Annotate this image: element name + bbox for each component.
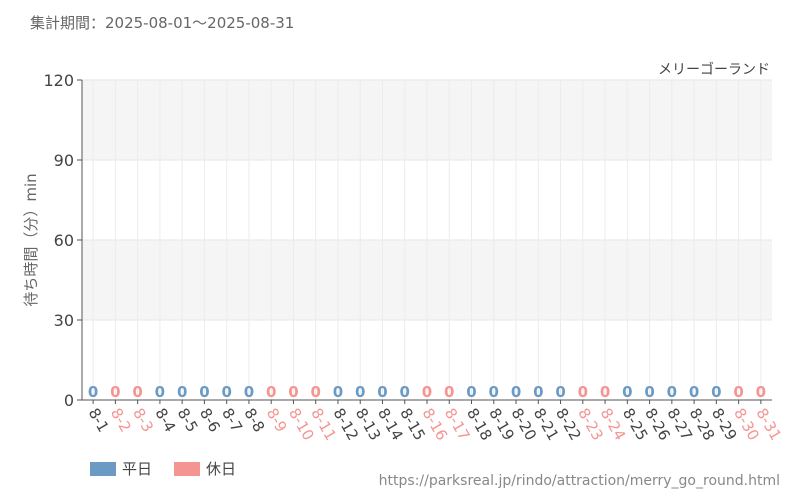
bar-value-label: 0 (333, 383, 343, 401)
bar-value-label: 0 (489, 383, 499, 401)
bar-value-label: 0 (444, 383, 454, 401)
legend-swatch-holiday (174, 461, 201, 476)
bar-value-label: 0 (756, 383, 766, 401)
bar-value-label: 0 (578, 383, 588, 401)
bar-value-label: 0 (221, 383, 231, 401)
bar-value-label: 0 (422, 383, 432, 401)
x-tick-label: 8-4 (151, 405, 179, 435)
y-tick-label: 120 (43, 71, 74, 90)
x-tick-label: 8-5 (174, 405, 202, 435)
bar-value-label: 0 (310, 383, 320, 401)
legend-label-weekday: 平日 (122, 460, 153, 478)
bar-value-label: 0 (155, 383, 165, 401)
bar-value-label: 0 (689, 383, 699, 401)
bar-value-label: 0 (400, 383, 410, 401)
bar-value-label: 0 (466, 383, 476, 401)
legend-item-weekday[interactable]: 平日 (90, 458, 152, 479)
bar-value-label: 0 (711, 383, 721, 401)
source-url[interactable]: https://parksreal.jp/rindo/attraction/me… (378, 473, 780, 489)
x-tick-label: 8-8 (240, 405, 268, 435)
x-tick-label: 8-7 (218, 405, 246, 435)
bar-value-label: 0 (644, 383, 654, 401)
bar-value-label: 0 (622, 383, 632, 401)
bar-value-label: 0 (132, 383, 142, 401)
bar-value-label: 0 (667, 383, 677, 401)
bar-value-label: 0 (266, 383, 276, 401)
bar-value-label: 0 (199, 383, 209, 401)
legend: 平日 休日 (90, 458, 236, 479)
x-tick-label: 8-9 (263, 405, 291, 435)
y-tick-label: 60 (54, 231, 74, 250)
bar-value-label: 0 (110, 383, 120, 401)
bar-value-label: 0 (733, 383, 743, 401)
x-tick-label: 8-2 (107, 405, 135, 435)
chart-title: メリーゴーランド (658, 61, 770, 78)
y-tick-label: 30 (54, 311, 74, 330)
bar-value-label: 0 (555, 383, 565, 401)
bar-value-label: 0 (377, 383, 387, 401)
legend-swatch-weekday (90, 461, 116, 476)
bar-value-label: 0 (88, 383, 98, 401)
y-tick-label: 90 (54, 151, 74, 170)
bar-value-label: 0 (244, 383, 254, 401)
x-tick-label: 8-3 (129, 405, 157, 435)
x-tick-label: 8-1 (85, 405, 113, 435)
bar-value-label: 0 (511, 383, 521, 401)
legend-item-holiday[interactable]: 休日 (174, 458, 236, 479)
bar-value-label: 0 (355, 383, 365, 401)
bar-value-label: 0 (533, 383, 543, 401)
bar-value-label: 0 (177, 383, 187, 401)
x-tick-label: 8-6 (196, 405, 224, 435)
period-label: 集計期間：2025-08-01～2025-08-31 (30, 14, 295, 32)
y-axis-label: 待ち時間（分）min (22, 173, 40, 306)
bar-value-label: 0 (288, 383, 298, 401)
bar-value-label: 0 (600, 383, 610, 401)
y-tick-label: 0 (64, 391, 74, 410)
legend-label-holiday: 休日 (206, 460, 237, 478)
